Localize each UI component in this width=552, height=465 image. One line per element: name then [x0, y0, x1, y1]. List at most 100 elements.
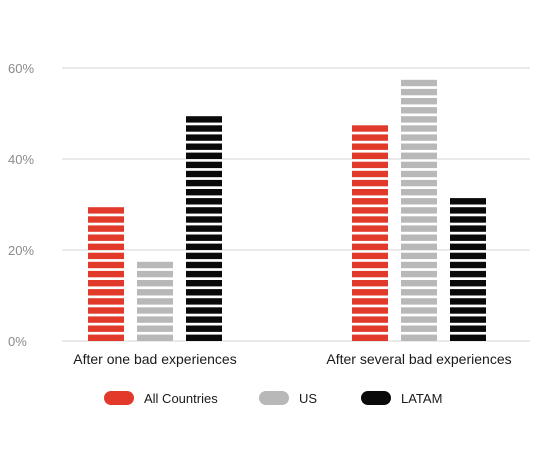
- bar: [88, 207, 124, 341]
- bar-stripe: [450, 198, 486, 205]
- bar-stripe: [88, 252, 124, 260]
- bar-chart: 0%20%40%60% After one bad experiences Aft…: [8, 61, 530, 367]
- bar-stripe: [186, 134, 222, 141]
- bar-stripe: [137, 334, 173, 341]
- bar-stripe: [186, 116, 222, 123]
- y-axis-ticks: 0% 20% 40% 60%: [8, 61, 34, 349]
- bar-stripe: [352, 225, 388, 232]
- bar-stripe: [186, 152, 222, 159]
- bar-stripe: [401, 261, 437, 269]
- bar: [450, 198, 486, 341]
- legend-item-us: US: [259, 384, 317, 412]
- bar-stripe: [186, 234, 222, 241]
- bar-stripe: [137, 289, 173, 296]
- bar: [137, 261, 173, 341]
- bar-stripe: [186, 161, 222, 169]
- bar-stripe: [401, 207, 437, 214]
- legend: All Countries US LATAM: [0, 384, 552, 412]
- bar-stripe: [88, 216, 124, 223]
- bar-stripe: [137, 298, 173, 305]
- x-category-label: After several bad experiences: [326, 351, 511, 367]
- bar-stripe: [352, 270, 388, 278]
- bar-stripe: [352, 289, 388, 296]
- bar-stripe: [88, 243, 124, 250]
- bar-stripe: [401, 225, 437, 232]
- bar-stripe: [352, 325, 388, 332]
- bar-stripe: [352, 261, 388, 269]
- legend-label-latam: LATAM: [401, 390, 443, 406]
- legend-swatch-us: [259, 391, 289, 405]
- bar-stripe: [352, 243, 388, 250]
- bar-stripe: [88, 270, 124, 278]
- bar-stripe: [186, 216, 222, 223]
- bar-stripe: [450, 307, 486, 314]
- bar-stripe: [401, 334, 437, 341]
- legend-label-us: US: [299, 390, 318, 406]
- x-axis-labels: After one bad experiences After several b…: [73, 351, 511, 367]
- bar-stripe: [401, 134, 437, 141]
- bar-stripe: [352, 234, 388, 241]
- bar-stripe: [352, 207, 388, 214]
- bar-stripe: [186, 125, 222, 132]
- bar-stripe: [401, 98, 437, 105]
- bar-stripe: [401, 107, 437, 114]
- legend-swatch-latam: [361, 391, 391, 405]
- bar-stripe: [186, 143, 222, 150]
- x-category-label: After one bad experiences: [73, 351, 236, 367]
- bar-stripe: [401, 270, 437, 278]
- bar-stripe: [352, 252, 388, 260]
- bar-stripe: [352, 280, 388, 287]
- bar-stripe: [450, 234, 486, 241]
- bar-stripe: [186, 179, 222, 187]
- bar-stripe: [401, 88, 437, 96]
- bar-stripe: [352, 143, 388, 150]
- bar-stripe: [401, 79, 437, 87]
- bar-stripe: [450, 280, 486, 287]
- bar-stripe: [352, 161, 388, 169]
- bar-stripe: [186, 316, 222, 323]
- bar-stripe: [186, 270, 222, 278]
- bar-stripe: [401, 252, 437, 260]
- bar-stripe: [352, 125, 388, 132]
- y-tick-label: 0%: [8, 334, 27, 349]
- bar-stripe: [88, 307, 124, 314]
- bar-stripe: [137, 270, 173, 278]
- bar-stripe: [137, 261, 173, 269]
- bar-stripe: [186, 170, 222, 178]
- bar-stripe: [450, 261, 486, 269]
- bar-stripe: [352, 316, 388, 323]
- legend-swatch-all-countries: [104, 391, 134, 405]
- bar-stripe: [137, 307, 173, 314]
- bar-stripe: [450, 298, 486, 305]
- bar-stripe: [450, 225, 486, 232]
- bar-stripe: [401, 143, 437, 150]
- bar-stripe: [88, 316, 124, 323]
- bar-stripe: [450, 334, 486, 341]
- bar-stripe: [450, 243, 486, 250]
- bar-stripe: [401, 198, 437, 205]
- bar-stripe: [401, 170, 437, 178]
- bar-stripe: [401, 234, 437, 241]
- y-tick-label: 20%: [8, 243, 34, 258]
- bar-stripe: [88, 207, 124, 214]
- bar-stripe: [186, 307, 222, 314]
- legend-label-all-countries: All Countries: [144, 390, 218, 406]
- bar-stripe: [137, 280, 173, 287]
- bar-stripe: [401, 316, 437, 323]
- bar-stripe: [401, 289, 437, 296]
- bar-stripe: [401, 307, 437, 314]
- bar-stripe: [401, 179, 437, 187]
- bar-stripe: [137, 316, 173, 323]
- bar-stripe: [450, 289, 486, 296]
- bar-stripe: [352, 179, 388, 187]
- bar-stripe: [88, 334, 124, 341]
- bar-stripe: [352, 298, 388, 305]
- bar-stripe: [450, 216, 486, 223]
- bar-stripe: [352, 307, 388, 314]
- bars: [88, 79, 486, 341]
- bar: [186, 116, 222, 341]
- bar-stripe: [186, 280, 222, 287]
- bar-stripe: [401, 216, 437, 223]
- bar-stripe: [450, 207, 486, 214]
- bar-stripe: [401, 152, 437, 159]
